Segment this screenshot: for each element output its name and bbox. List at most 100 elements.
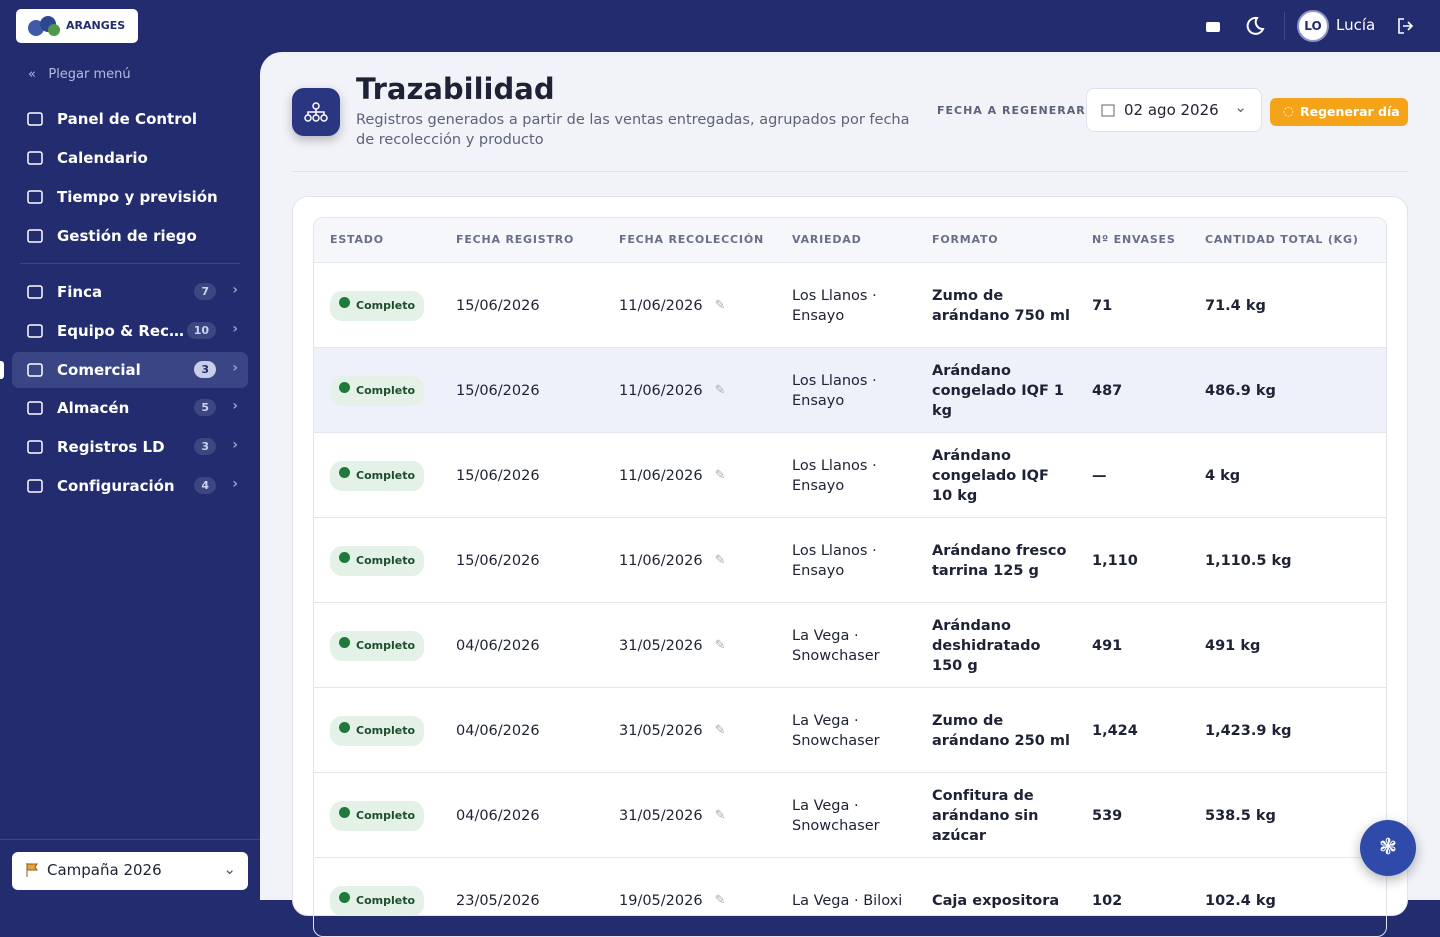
edit-button[interactable]: ✎ [714,467,726,483]
nav-badge: 10 [186,322,216,339]
nav-item[interactable]: Calendario [12,140,248,176]
button-label: Regenerar día [1300,104,1400,119]
cell: Arándano congelado IQF 1 kg [932,348,1072,433]
cell-text: Los Llanos · Ensayo [792,287,877,324]
cell: Completo [330,773,450,858]
nav-item[interactable]: Panel de Control [12,101,248,137]
edit-button[interactable]: ✎ [714,552,726,568]
cell-text: 04/06/2026 [456,637,540,654]
cell-text: 71 [1092,297,1113,314]
nav-label: Panel de Control [57,110,198,128]
cell: Arándano deshidratado 150 g [932,603,1072,688]
bot-icon[interactable] [1203,16,1223,36]
active-marker [0,361,4,379]
edit-button[interactable]: ✎ [714,807,726,823]
cell-text: 31/05/2026 [619,637,703,654]
column-header: VARIEDAD [792,233,862,246]
cell: Completo [330,518,450,603]
column-header: FORMATO [932,233,999,246]
logo-icon [28,16,60,36]
user-name[interactable]: Lucía [1336,16,1376,34]
edit-button[interactable]: ✎ [714,637,726,653]
nav-label: Configuración [57,477,175,495]
table-row[interactable]: Completo 15/06/2026 11/06/2026 ✎ Los Llanos … [314,347,1386,433]
edit-button[interactable]: ✎ [714,297,726,313]
cell: 487 [1092,348,1192,433]
column-header: Nº ENVASES [1092,233,1176,246]
status-pill: Completo [330,800,425,831]
nav-icon [27,229,43,243]
edit-button[interactable]: ✎ [714,382,726,398]
nav-item[interactable]: Tiempo y previsión [12,179,248,215]
cell: 11/06/2026 ✎ [619,433,779,518]
nav-group[interactable]: Finca 7 › [12,274,248,310]
cell: Los Llanos · Ensayo [792,518,922,603]
nav-item[interactable]: Gestión de riego [12,218,248,254]
chevron: › [232,282,238,298]
nav-badge: 4 [194,477,216,494]
table-row[interactable]: Completo 15/06/2026 11/06/2026 ✎ Los Llanos … [314,517,1386,603]
refresh-icon: ◌ [1283,103,1294,118]
date-picker[interactable]: 02 ago 2026 ⌄ [1086,88,1262,132]
cell: 11/06/2026 ✎ [619,518,779,603]
edit-button[interactable]: ✎ [714,722,726,738]
regenerate-button[interactable]: ◌ Regenerar día [1270,98,1408,126]
nav-icon [27,479,43,493]
cell: 71.4 kg [1205,263,1375,348]
cell-text: 23/05/2026 [456,892,540,909]
cell: 23/05/2026 [456,858,606,936]
column-header[interactable]: FECHA REGISTRO [456,233,575,246]
logo[interactable]: ARANGES [16,9,138,43]
chevron: › [232,360,238,376]
nav-group[interactable]: Almacén 5 › [12,390,248,426]
cell: 4 kg [1205,433,1375,518]
collapse-menu[interactable]: « Plegar menú [28,67,131,82]
nav-group[interactable]: Equipo & Rec… 10 › [12,313,248,349]
table-row[interactable]: Completo 15/06/2026 11/06/2026 ✎ Los Llanos … [314,262,1386,348]
page-title: Trazabilidad [356,72,555,106]
cell-text: 1,110.5 kg [1205,552,1292,569]
nav-group[interactable]: Configuración 4 › [12,468,248,504]
cell: 31/05/2026 ✎ [619,773,779,858]
nav-badge: 3 [194,438,216,455]
avatar[interactable]: LO [1297,10,1329,42]
cell: 04/06/2026 [456,773,606,858]
nav-label: Almacén [57,399,130,417]
cell-text: 538.5 kg [1205,807,1276,824]
table-row[interactable]: Completo 15/06/2026 11/06/2026 ✎ Los Llanos … [314,432,1386,518]
cell-text: 15/06/2026 [456,382,540,399]
theme-icon[interactable] [1245,15,1265,35]
nav-label: Comercial [57,361,141,379]
cell: Arándano fresco tarrina 125 g [932,518,1072,603]
cell-text: 71.4 kg [1205,297,1266,314]
nav-badge: 7 [194,283,216,300]
cell-text: 1,424 [1092,722,1138,739]
logout-icon[interactable] [1396,16,1416,36]
assistant-button[interactable]: ❃ [1360,820,1416,876]
nav-group[interactable]: Comercial 3 › [12,352,248,388]
cell: Arándano congelado IQF 10 kg [932,433,1072,518]
table-row[interactable]: Completo 04/06/2026 31/05/2026 ✎ La Vega · S… [314,772,1386,858]
status-pill: Completo [330,885,425,916]
cell: Los Llanos · Ensayo [792,348,922,433]
nav-label: Calendario [57,149,148,167]
nav-group[interactable]: Registros LD 3 › [12,429,248,465]
cell-text: Arándano fresco tarrina 125 g [932,542,1067,579]
cell: 1,423.9 kg [1205,688,1375,773]
cell-text: 539 [1092,807,1123,824]
campaign-select[interactable]: Campaña 2026 ⌄ [12,852,248,890]
status-pill: Completo [330,545,425,576]
cell-text: Arándano deshidratado 150 g [932,617,1041,674]
cell-text: 11/06/2026 [619,382,703,399]
cell-text: Arándano congelado IQF 10 kg [932,447,1049,504]
table-row[interactable]: Completo 04/06/2026 31/05/2026 ✎ La Vega · S… [314,602,1386,688]
table-row[interactable]: Completo 04/06/2026 31/05/2026 ✎ La Vega · S… [314,687,1386,773]
cell-text: 4 kg [1205,467,1241,484]
table-row[interactable]: Completo 23/05/2026 19/05/2026 ✎ La Vega · B… [314,857,1386,936]
nav-icon [27,324,43,338]
cell: 486.9 kg [1205,348,1375,433]
cell: 491 [1092,603,1192,688]
cell: La Vega · Snowchaser [792,688,922,773]
edit-button[interactable]: ✎ [714,892,726,908]
cell-text: 486.9 kg [1205,382,1276,399]
